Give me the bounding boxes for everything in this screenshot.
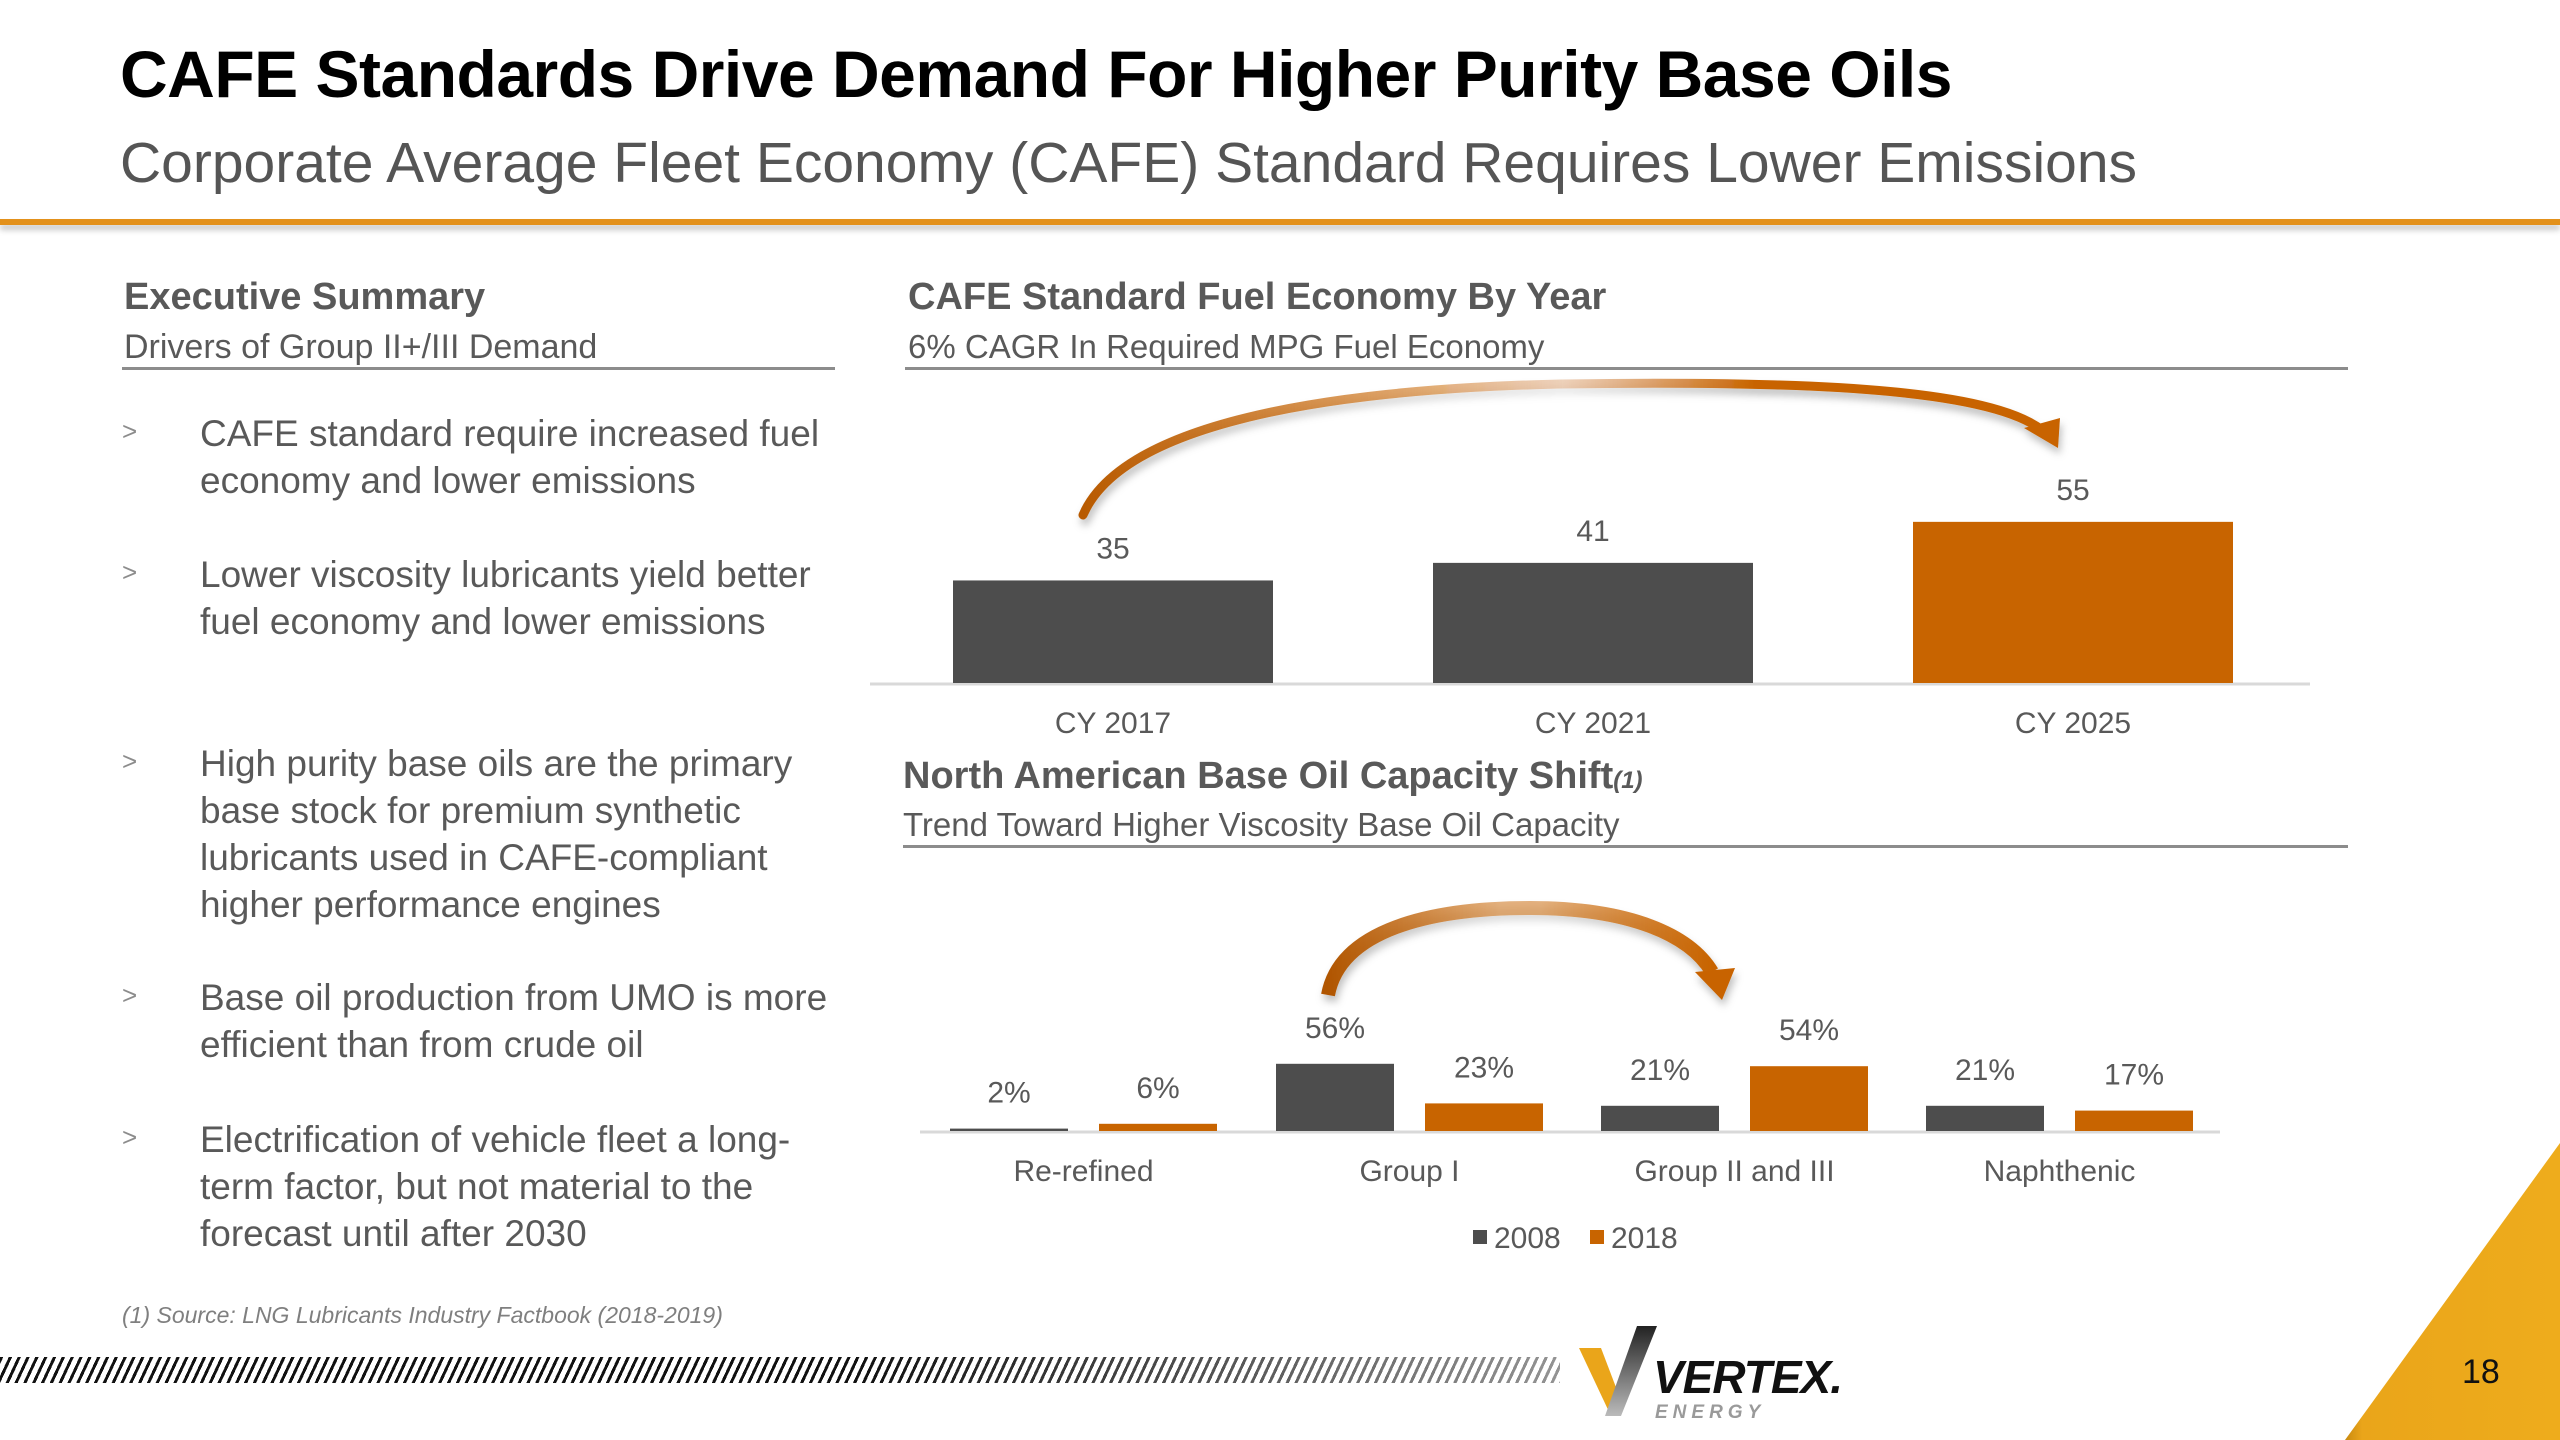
chart2-data-label: 21% <box>1630 1054 1690 1087</box>
legend-swatch-2008 <box>1473 1230 1487 1244</box>
chart2-data-label: 54% <box>1779 1014 1839 1047</box>
chart2-title: North American Base Oil Capacity Shift(1… <box>903 755 1643 798</box>
source-footnote: (1) Source: LNG Lubricants Industry Fact… <box>122 1302 723 1328</box>
chart1-bar-cy-2021 <box>1433 562 1753 683</box>
footer-hatch-band <box>0 1357 1560 1383</box>
bullet-text: Base oil production from UMO is more eff… <box>200 977 828 1065</box>
chart1-bar-cy-2017 <box>953 580 1273 683</box>
logo-subtext: ENERGY <box>1655 1402 1766 1423</box>
chart2-legend: 2008 2018 <box>1473 1222 1678 1255</box>
chevron-right-icon: > <box>122 746 138 776</box>
chart1-data-label: 55 <box>2056 474 2089 507</box>
chart1-trend-arrow <box>1078 378 2060 520</box>
chevron-right-icon: > <box>122 416 138 446</box>
chart2-title-text: North American Base Oil Capacity Shift <box>903 755 1614 797</box>
chart2-category-label: Group II and III <box>1634 1155 1834 1188</box>
chart1-category-label: CY 2017 <box>1055 707 1171 740</box>
chart1-data-label: 35 <box>1096 532 1129 565</box>
chart1-category-label: CY 2025 <box>2015 707 2131 740</box>
vertex-v-mark-icon <box>1579 1326 1657 1416</box>
arrowhead-icon <box>2024 418 2060 448</box>
chart2-data-label: 56% <box>1305 1012 1365 1045</box>
chart2-bar-re-refined-2018 <box>1099 1123 1217 1131</box>
chart2-category-label: Group I <box>1359 1155 1459 1188</box>
fuel-economy-chart: 35 CY 2017 41 CY 2021 55 CY 2025 <box>870 474 2310 740</box>
title-divider <box>0 219 2560 225</box>
slide-subtitle: Corporate Average Fleet Economy (CAFE) S… <box>120 131 2138 195</box>
base-oil-capacity-chart: 2% 6% Re-refined 56% 23% Group I 21% 54% Group I… <box>920 1012 2220 1188</box>
chart2-category-label: Naphthenic <box>1984 1155 2136 1188</box>
page-number: 18 <box>2462 1353 2500 1391</box>
legend-label-2008: 2008 <box>1494 1222 1561 1255</box>
chart2-bar-naphthenic-2008 <box>1926 1105 2044 1131</box>
summary-divider <box>122 367 835 370</box>
vertex-energy-logo: VERTEX. ENERGY <box>1575 1318 1875 1428</box>
chart2-subtitle: Trend Toward Higher Viscosity Base Oil C… <box>903 806 1620 843</box>
legend-swatch-2018 <box>1590 1230 1604 1244</box>
chevron-right-icon: > <box>122 1122 138 1152</box>
bullet-text: Lower viscosity lubricants yield better … <box>200 554 811 642</box>
chart1-divider <box>905 367 2348 370</box>
chart2-data-label: 23% <box>1454 1051 1514 1084</box>
chart1-data-label: 41 <box>1576 515 1609 548</box>
chart2-data-label: 21% <box>1955 1054 2015 1087</box>
chart2-bar-naphthenic-2018 <box>2075 1110 2193 1131</box>
chart2-data-label: 6% <box>1136 1072 1179 1105</box>
legend-label-2018: 2018 <box>1611 1222 1678 1255</box>
chart1-title: CAFE Standard Fuel Economy By Year <box>908 276 1607 318</box>
chart2-bar-group-ii-and-iii-2018 <box>1750 1066 1868 1131</box>
chart1-subtitle: 6% CAGR In Required MPG Fuel Economy <box>908 328 1545 365</box>
chart2-divider <box>903 845 2348 848</box>
chart2-footnote-marker: (1) <box>1613 767 1643 794</box>
chart2-bar-group-i-2018 <box>1425 1103 1543 1131</box>
slide-title: CAFE Standards Drive Demand For Higher P… <box>120 37 1952 111</box>
bullet-text: High purity base oils are the primary ba… <box>200 743 793 925</box>
chart2-category-label: Re-refined <box>1013 1155 1153 1188</box>
chart2-data-label: 2% <box>987 1077 1030 1110</box>
chart1-bar-cy-2025 <box>1913 521 2233 683</box>
summary-heading: Executive Summary <box>124 276 486 318</box>
bullet-text: Electrification of vehicle fleet a long-… <box>200 1119 791 1254</box>
chart2-data-label: 17% <box>2104 1059 2164 1092</box>
summary-subheading: Drivers of Group II+/III Demand <box>124 328 598 366</box>
chevron-right-icon: > <box>122 557 138 587</box>
chart2-bar-group-ii-and-iii-2008 <box>1601 1105 1719 1131</box>
chart1-category-label: CY 2021 <box>1535 707 1651 740</box>
chart2-bar-re-refined-2008 <box>950 1128 1068 1131</box>
arrowhead-icon <box>1695 968 1735 1000</box>
chart2-shift-arrow <box>1321 900 1735 1000</box>
chart2-bar-group-i-2008 <box>1276 1063 1394 1131</box>
logo-wordmark: VERTEX. <box>1653 1351 1843 1403</box>
chevron-right-icon: > <box>122 980 138 1010</box>
bullet-text: CAFE standard require increased fuel eco… <box>200 413 820 501</box>
